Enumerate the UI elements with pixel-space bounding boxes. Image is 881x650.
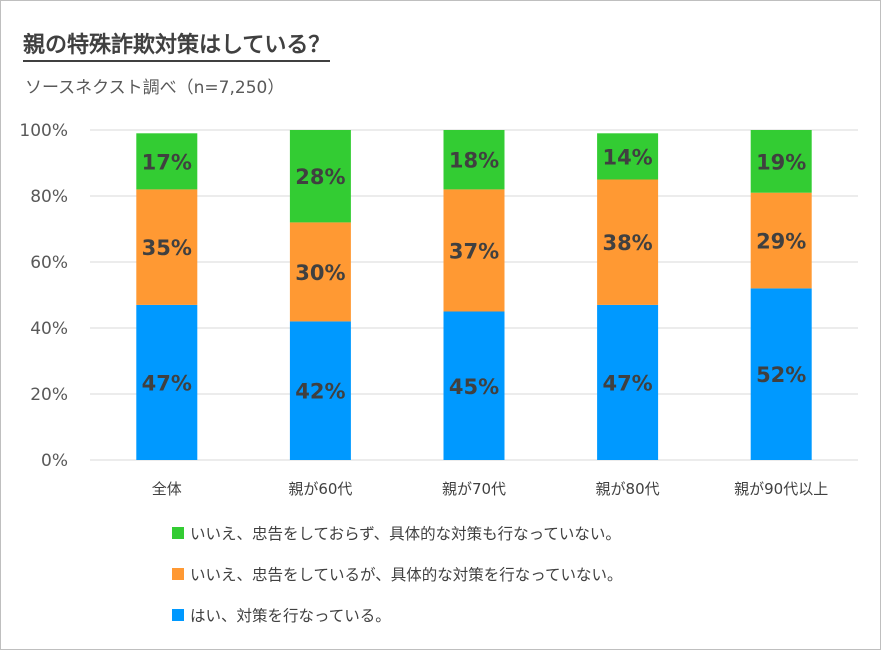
data-label: 29% bbox=[756, 230, 806, 254]
data-label: 30% bbox=[295, 261, 345, 285]
data-label: 17% bbox=[142, 150, 192, 174]
chart-subtitle: ソースネクスト調べ（n=7,250） bbox=[25, 78, 285, 98]
y-axis-ticks: 0% 20% 40% 60% 80% 100% bbox=[19, 121, 68, 471]
x-tick-label: 親が70代 bbox=[442, 480, 506, 498]
x-tick-label: 親が60代 bbox=[288, 480, 352, 498]
legend-item-yes: はい、対策を行なっている。 bbox=[172, 604, 622, 625]
data-label: 14% bbox=[602, 145, 652, 169]
bar-segment bbox=[597, 179, 659, 305]
x-axis-ticks: 全体 親が60代 親が70代 親が80代 親が90代以上 bbox=[152, 480, 828, 498]
data-label: 45% bbox=[449, 375, 499, 399]
x-tick-label: 全体 bbox=[152, 480, 182, 498]
legend-swatch-green bbox=[172, 526, 184, 539]
data-label: 37% bbox=[449, 239, 499, 263]
data-label: 38% bbox=[602, 231, 652, 255]
bar-segment bbox=[443, 130, 505, 190]
x-tick-label: 親が80代 bbox=[596, 480, 660, 498]
bar-segment bbox=[289, 130, 351, 223]
data-label: 18% bbox=[449, 149, 499, 173]
legend-label: はい、対策を行なっている。 bbox=[190, 606, 391, 625]
bar-segment bbox=[750, 130, 812, 193]
y-tick-label: 20% bbox=[30, 385, 68, 405]
bar-segment bbox=[750, 288, 812, 460]
bar-segment bbox=[597, 304, 659, 460]
legend-label: いいえ、忠告をしているが、具体的な対策を行なっていない。 bbox=[190, 565, 623, 584]
data-labels: 47% 35% 17% 42% 30% 28% 45% 37% 18% 47% 38% 14% 52% 2… bbox=[142, 145, 807, 403]
legend-item-none: いいえ、忠告をしておらず、具体的な対策も行なっていない。 bbox=[172, 522, 622, 543]
data-label: 35% bbox=[142, 236, 192, 260]
bar-segment bbox=[136, 189, 198, 305]
chart-title: 親の特殊詐欺対策はしている？ bbox=[23, 27, 331, 62]
data-label: 19% bbox=[756, 150, 806, 174]
bar-segment bbox=[750, 192, 812, 289]
bar-segment bbox=[136, 304, 198, 460]
data-label: 47% bbox=[602, 371, 652, 395]
bar-segment bbox=[597, 133, 659, 180]
bar-segment bbox=[443, 311, 505, 460]
y-tick-label: 60% bbox=[30, 253, 68, 273]
legend-label: いいえ、忠告をしておらず、具体的な対策も行なっていない。 bbox=[190, 524, 621, 543]
bar-segment bbox=[289, 321, 351, 460]
data-label: 28% bbox=[295, 165, 345, 189]
data-label: 52% bbox=[756, 363, 806, 387]
bar-segment bbox=[443, 189, 505, 312]
bar-segment bbox=[136, 133, 198, 190]
data-label: 47% bbox=[142, 371, 192, 395]
x-tick-label: 親が90代以上 bbox=[734, 480, 828, 498]
legend-item-warned: いいえ、忠告をしているが、具体的な対策を行なっていない。 bbox=[172, 563, 622, 584]
legend-swatch-blue bbox=[172, 608, 184, 621]
data-label: 42% bbox=[295, 380, 345, 404]
y-tick-label: 100% bbox=[19, 121, 68, 141]
bar-segment bbox=[289, 222, 351, 322]
legend-swatch-orange bbox=[172, 567, 184, 580]
bars bbox=[136, 130, 812, 460]
y-tick-label: 0% bbox=[41, 451, 68, 471]
y-tick-label: 40% bbox=[30, 319, 68, 339]
y-tick-label: 80% bbox=[30, 187, 68, 207]
legend: いいえ、忠告をしておらず、具体的な対策も行なっていない。 いいえ、忠告をしている… bbox=[172, 522, 622, 645]
